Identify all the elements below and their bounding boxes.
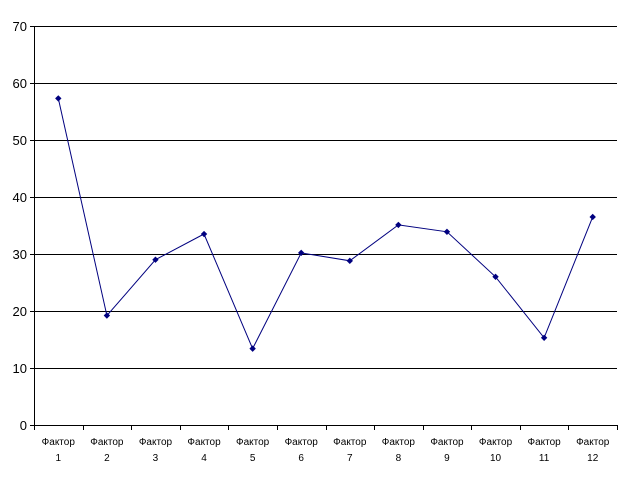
data-point-9 [443, 228, 451, 235]
y-tick-label: 70 [13, 19, 27, 34]
x-tick-label-word: Фактор [576, 437, 610, 448]
data-point-5 [249, 345, 256, 352]
x-tick-label-number: 9 [444, 453, 450, 464]
y-tick-label: 60 [13, 76, 27, 91]
y-tick-label: 10 [13, 361, 27, 376]
data-point-8 [395, 221, 402, 229]
x-tick-label-word: Фактор [139, 437, 173, 448]
data-point-12 [589, 213, 596, 221]
x-tick-label-number: 12 [587, 453, 599, 464]
data-point-6 [298, 249, 305, 257]
x-tick-label-number: 4 [201, 453, 207, 464]
x-tick-label-word: Фактор [430, 437, 464, 448]
x-tick-label-number: 2 [104, 453, 110, 464]
data-point-1 [55, 95, 62, 102]
y-tick-label: 20 [13, 304, 27, 319]
x-tick-label-number: 6 [298, 453, 304, 464]
x-tick-label-word: Фактор [236, 437, 270, 448]
x-tick-label-word: Фактор [187, 437, 221, 448]
y-tick-label: 40 [13, 190, 27, 205]
series [55, 95, 596, 352]
y-tick-label: 0 [20, 418, 27, 433]
y-axis-tick-labels: 0 10 20 30 40 50 60 70 [13, 19, 27, 433]
y-tick-label: 30 [13, 247, 27, 262]
x-tick-label-number: 5 [250, 453, 256, 464]
data-point-4 [200, 230, 208, 238]
x-tick-label-word: Фактор [382, 437, 416, 448]
data-point-10 [492, 273, 499, 280]
series-line [57, 98, 594, 350]
x-tick-label-word: Фактор [285, 437, 319, 448]
x-tick-label-number: 10 [490, 453, 502, 464]
data-point-3 [152, 256, 159, 263]
x-axis-tick-labels: Фактор 1 Фактор 2 Фактор 3 Фактор 4 Фактор 5 Факто… [42, 437, 610, 464]
data-point-2 [103, 312, 111, 319]
x-tick-label-number: 7 [347, 453, 353, 464]
x-tick-label-number: 3 [153, 453, 159, 464]
x-tick-label-number: 8 [396, 453, 402, 464]
x-tick-label-word: Фактор [479, 437, 513, 448]
x-tick-label-number: 11 [539, 453, 550, 464]
y-tick-label: 50 [13, 133, 27, 148]
x-tick-label-number: 1 [56, 453, 62, 464]
axes [30, 26, 618, 430]
x-tick-label-word: Фактор [90, 437, 124, 448]
data-point-7 [346, 257, 353, 265]
x-tick-label-word: Фактор [528, 437, 562, 448]
grid-lines [34, 26, 617, 369]
x-tick-label-word: Фактор [333, 437, 367, 448]
x-tick-label-word: Фактор [42, 437, 76, 448]
data-point-11 [540, 334, 548, 341]
